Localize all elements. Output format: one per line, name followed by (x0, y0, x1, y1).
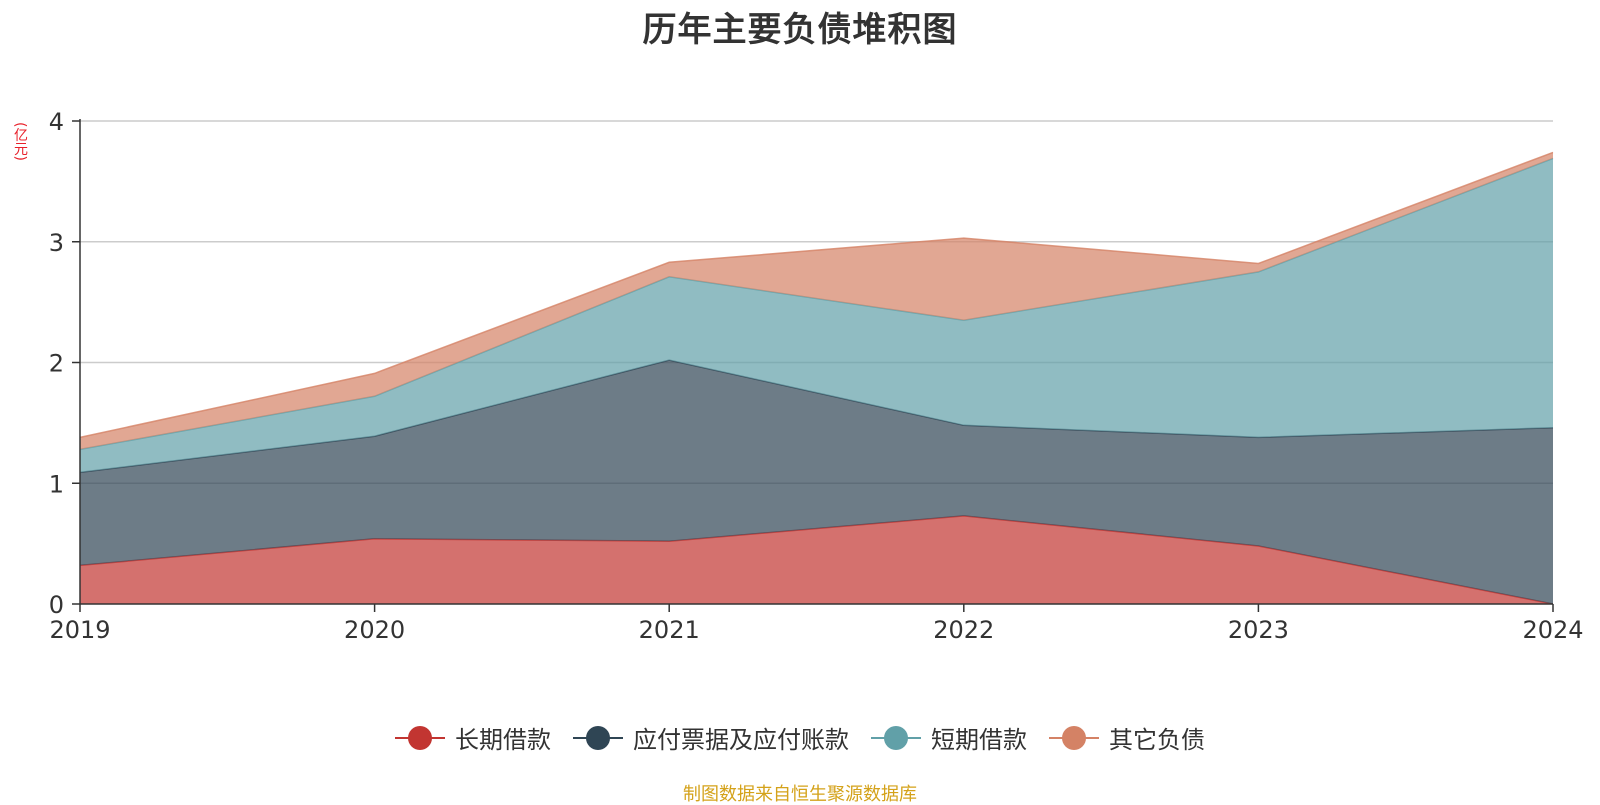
x-tick-label: 2021 (639, 616, 700, 644)
legend-label: 应付票据及应付账款 (633, 726, 849, 754)
area-series-2 (80, 360, 1553, 604)
source-note: 制图数据来自恒生聚源数据库 (683, 784, 917, 805)
y-axis-unit: (亿元) (12, 122, 28, 161)
area-series-3 (80, 158, 1553, 473)
legend-item-4[interactable]: 其它负债 (1049, 720, 1205, 755)
y-tick-label: 0 (49, 591, 64, 619)
y-tick-label: 3 (49, 229, 64, 257)
legend: 长期借款 应付票据及应付账款 短期借款 其它负债 (0, 720, 1600, 755)
y-tick-label: 2 (49, 350, 64, 378)
legend-marker-icon (395, 725, 445, 750)
legend-marker-icon (1049, 725, 1099, 750)
legend-item-3[interactable]: 短期借款 (871, 720, 1027, 755)
area-series (79, 151, 1554, 605)
y-tick-label: 4 (49, 108, 64, 136)
area-series-4 (80, 152, 1553, 450)
x-tick-label: 2022 (933, 616, 994, 644)
legend-marker-icon (573, 725, 623, 750)
area-edge-series-4 (79, 151, 1554, 439)
legend-item-1[interactable]: 长期借款 (395, 720, 551, 755)
legend-marker-icon (871, 725, 921, 750)
tick-labels: 0 1 2 3 4 2019 2020 2021 2022 2023 2024 (49, 108, 1584, 644)
y-tick-label: 1 (49, 470, 64, 498)
legend-label: 短期借款 (931, 726, 1027, 754)
x-tick-label: 2023 (1228, 616, 1289, 644)
chart-title: 历年主要负债堆积图 (642, 10, 958, 50)
legend-label: 其它负债 (1109, 726, 1205, 754)
x-tick-label: 2019 (49, 616, 110, 644)
legend-item-2[interactable]: 应付票据及应付账款 (573, 720, 849, 755)
legend-label: 长期借款 (455, 726, 551, 754)
x-tick-label: 2024 (1522, 616, 1583, 644)
x-tick-label: 2020 (344, 616, 405, 644)
axes (72, 119, 1554, 612)
area-series-1 (80, 515, 1553, 604)
